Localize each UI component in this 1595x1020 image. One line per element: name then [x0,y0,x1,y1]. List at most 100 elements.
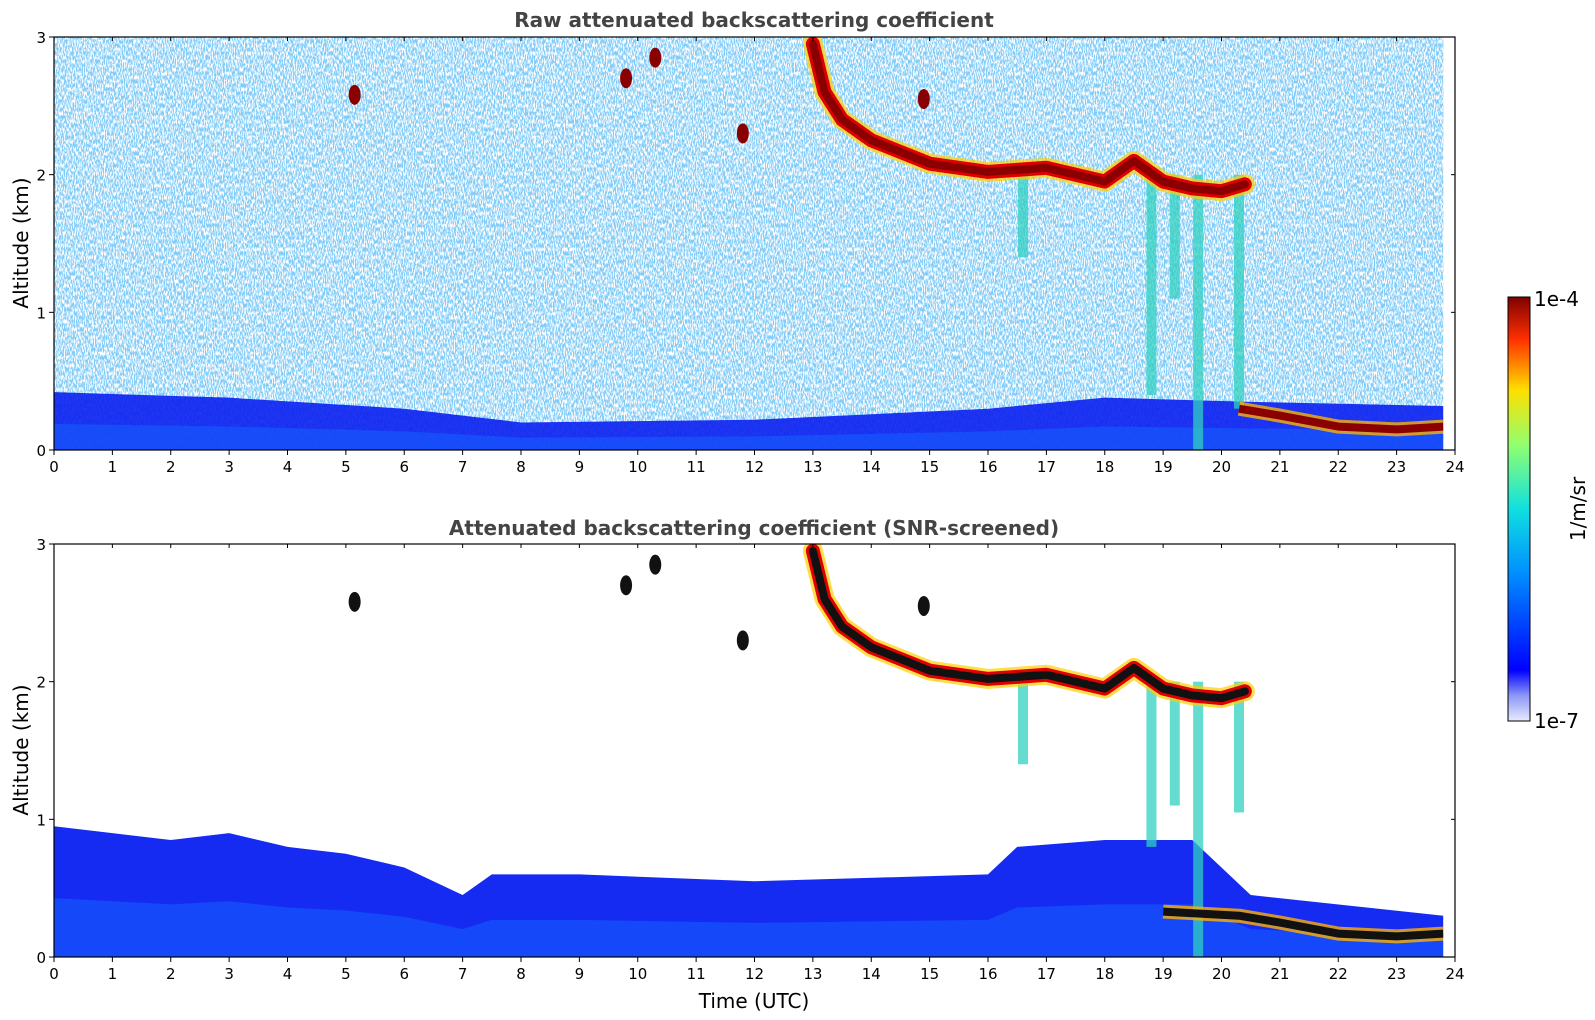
x-tick-label: 1 [108,458,118,476]
low-cloud [1162,907,1444,941]
no-data-region [1443,37,1455,450]
cloud-layer [808,39,1249,196]
cloud-patch [649,47,662,68]
x-tick-label: 10 [628,458,647,476]
precip-streak [1169,174,1180,299]
x-tick-label: 14 [862,458,881,476]
x-tick-label: 19 [1154,965,1173,983]
colorbar-min-label: 1e-7 [1534,709,1579,733]
x-tick-label: 17 [1037,965,1056,983]
x-tick-label: 13 [803,965,822,983]
y-tick-label: 0 [36,949,46,967]
chart-title: Raw attenuated backscattering coefficien… [514,8,994,32]
x-tick-label: 8 [516,458,526,476]
precip-streak [1018,174,1029,258]
precip-streak [1234,174,1245,409]
x-tick-label: 6 [399,458,409,476]
precip-streak [1018,681,1029,765]
x-tick-label: 12 [745,965,764,983]
cloud-patch [736,630,749,651]
x-tick-label: 4 [283,458,293,476]
x-tick-label: 19 [1154,458,1173,476]
speckle-noise [54,37,1455,450]
y-tick-label: 3 [36,536,46,554]
cloud-patch [620,575,633,596]
x-tick-label: 2 [166,458,176,476]
y-tick-label: 3 [36,29,46,47]
x-tick-label: 24 [1445,458,1464,476]
cloud-patch [620,68,633,89]
x-tick-label: 18 [1095,965,1114,983]
plot-marks [54,37,1455,450]
cloud-patch [736,123,749,144]
precip-streak [1146,681,1157,847]
colorbar-max-label: 1e-4 [1534,287,1579,311]
x-tick-label: 9 [575,965,585,983]
cloud-patch [348,591,361,612]
x-tick-label: 4 [283,965,293,983]
precip-streak [1193,174,1204,450]
x-tick-label: 8 [516,965,526,983]
colorbar: 1e-4 1e-7 1/m/sr [1507,287,1590,733]
x-tick-label: 22 [1329,458,1348,476]
x-tick-label: 11 [687,458,706,476]
x-tick-label: 5 [341,458,351,476]
surface-layer-core [54,898,1444,957]
y-tick-label: 0 [36,442,46,460]
surface-layer-core [54,423,1444,450]
panel-raw: Raw attenuated backscattering coefficien… [9,8,1465,476]
x-tick-label: 3 [224,965,234,983]
y-axis-label: Altitude (km) [9,177,33,308]
x-tick-label: 16 [978,965,997,983]
precip-streak [1169,681,1180,806]
no-data-region [1443,544,1455,957]
precip-streak [1193,681,1204,957]
x-tick-label: 20 [1212,965,1231,983]
x-tick-label: 17 [1037,458,1056,476]
y-tick-label: 2 [36,167,46,185]
x-tick-label: 10 [628,965,647,983]
x-tick-label: 3 [224,458,234,476]
cloud-patch [649,554,662,575]
x-tick-label: 15 [920,965,939,983]
x-tick-label: 20 [1212,458,1231,476]
x-tick-label: 16 [978,458,997,476]
x-tick-label: 22 [1329,965,1348,983]
colorbar-gradient [1507,296,1531,722]
x-tick-label: 15 [920,458,939,476]
y-axis-label: Altitude (km) [9,684,33,815]
x-tick-label: 13 [803,458,822,476]
axes: 0 1 2 3 4 5 6 7 8 9 10 11 12 13 14 15 16 17 18 19 20 21 22 23 24… [36,29,1464,476]
plot-marks [54,544,1455,957]
y-tick-label: 1 [36,304,46,322]
x-tick-label: 6 [399,965,409,983]
x-tick-label: 0 [49,965,59,983]
cloud-patch [348,84,361,105]
low-cloud [1238,404,1444,434]
precip-streak [1234,681,1245,813]
panel-screened: Attenuated backscattering coefficient (S… [9,516,1465,1013]
colorbar-unit-label: 1/m/sr [1566,476,1590,541]
y-tick-label: 2 [36,674,46,692]
x-tick-label: 7 [458,458,468,476]
x-tick-label: 24 [1445,965,1464,983]
x-axis-label: Time (UTC) [698,989,810,1013]
precip-streak [1146,174,1157,395]
chart-title: Attenuated backscattering coefficient (S… [449,516,1059,540]
x-tick-label: 21 [1270,965,1289,983]
x-tick-label: 12 [745,458,764,476]
x-tick-label: 7 [458,965,468,983]
x-tick-label: 21 [1270,458,1289,476]
x-tick-label: 1 [108,965,118,983]
x-tick-label: 2 [166,965,176,983]
cloud-patch [917,595,930,616]
x-tick-label: 14 [862,965,881,983]
x-tick-label: 23 [1387,965,1406,983]
axes: 0 1 2 3 4 5 6 7 8 9 10 11 12 13 14 15 16 17 18 19 20 21 22 23 24… [36,536,1464,983]
x-tick-label: 18 [1095,458,1114,476]
x-tick-label: 5 [341,965,351,983]
cloud-patch [917,88,930,109]
cloud-layer [808,546,1249,703]
y-tick-label: 1 [36,811,46,829]
